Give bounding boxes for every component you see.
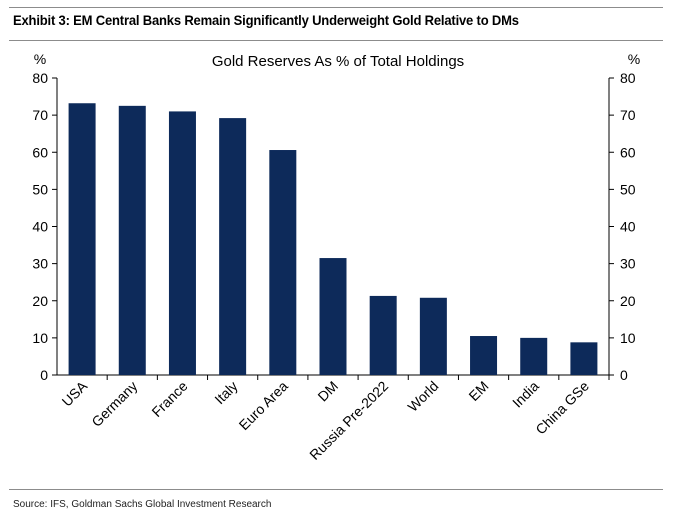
chart-title: Gold Reserves As % of Total Holdings <box>212 53 464 70</box>
bar-dm <box>319 258 347 375</box>
bar-euro-area <box>269 150 297 375</box>
bottom-rule <box>9 489 663 490</box>
x-tick-label: Germany <box>88 378 140 430</box>
y-axis-label-left: % <box>34 51 46 67</box>
x-tick-label: China GSe <box>532 378 592 438</box>
x-tick-label: France <box>148 378 190 420</box>
bar-em <box>470 336 498 375</box>
bar-france <box>168 111 196 375</box>
y-tick-label-right: 80 <box>620 70 636 86</box>
y-tick-label-right: 20 <box>620 293 636 309</box>
x-tick-label: DM <box>314 378 341 405</box>
y-tick-label-right: 40 <box>620 219 636 235</box>
y-tick-label-left: 0 <box>40 367 48 383</box>
x-tick-label: Euro Area <box>236 378 291 433</box>
x-tick-label: India <box>509 378 542 411</box>
plot-area: 0 0 10 10 20 20 30 30 40 40 50 50 60 60 70 70 80 80 USAGer… <box>32 70 635 463</box>
y-tick-label-left: 80 <box>32 70 48 86</box>
bar-italy <box>219 118 247 375</box>
bar-chart: Gold Reserves As % of Total Holdings % %… <box>32 51 640 463</box>
y-tick-label-right: 60 <box>620 144 636 160</box>
bar-china-gse <box>570 342 598 375</box>
y-tick-label-left: 20 <box>32 293 48 309</box>
x-tick-label: EM <box>466 378 492 404</box>
y-tick-label-left: 10 <box>32 330 48 346</box>
x-tick-label: World <box>404 378 441 415</box>
y-tick-label-left: 70 <box>32 107 48 123</box>
source-note: Source: IFS, Goldman Sachs Global Invest… <box>13 499 272 510</box>
y-tick-label-left: 60 <box>32 144 48 160</box>
y-tick-label-left: 50 <box>32 181 48 197</box>
y-axis-label-right: % <box>628 51 640 67</box>
title-rule <box>9 40 663 41</box>
y-tick-label-left: 40 <box>32 219 48 235</box>
y-tick-label-left: 30 <box>32 256 48 272</box>
exhibit-title: Exhibit 3: EM Central Banks Remain Signi… <box>13 12 519 28</box>
y-tick-label-right: 10 <box>620 330 636 346</box>
top-rule <box>9 7 663 8</box>
bar-world <box>419 297 447 375</box>
y-tick-label-right: 30 <box>620 256 636 272</box>
y-tick-label-right: 70 <box>620 107 636 123</box>
bar-russia-pre-2022 <box>369 295 397 375</box>
y-tick-label-right: 0 <box>620 367 628 383</box>
bar-usa <box>68 103 96 376</box>
x-tick-label: Italy <box>211 378 240 407</box>
bar-germany <box>118 105 146 375</box>
y-tick-label-right: 50 <box>620 181 636 197</box>
bar-india <box>520 337 548 375</box>
x-tick-label: USA <box>59 377 91 409</box>
